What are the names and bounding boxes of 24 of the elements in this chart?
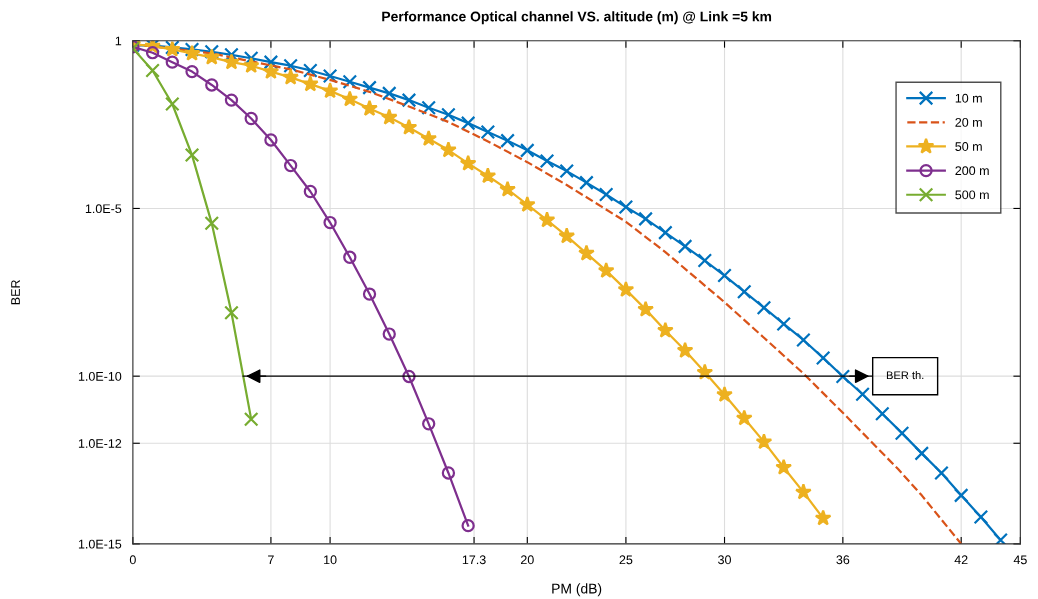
y-tick-label: 1	[115, 36, 122, 46]
y-tick-label: 1.0E-10	[78, 371, 122, 381]
x-tick-label: 45	[1013, 555, 1027, 565]
legend-label: 500 m	[955, 190, 989, 200]
x-tick-label: 30	[718, 555, 731, 565]
x-tick-label: 17.3	[462, 555, 486, 565]
legend-label: 50 m	[955, 142, 982, 151]
x-tick-label: 10	[324, 555, 337, 565]
x-tick-label: 36	[836, 555, 850, 565]
x-axis-title: PM (dB)	[552, 583, 602, 597]
x-tick-label: 20	[520, 555, 534, 565]
y-tick-label: 1.0E-15	[78, 539, 122, 549]
x-tick-label: 0	[129, 555, 136, 565]
x-tick-label: 25	[619, 555, 633, 565]
y-tick-label: 1.0E-5	[85, 204, 122, 214]
legend-label: 10 m	[955, 93, 982, 103]
y-tick-label: 1.0E-12	[78, 439, 122, 448]
y-axis-title: BER	[11, 280, 20, 305]
x-tick-label: 7	[268, 555, 274, 565]
legend-label: 200 m	[955, 166, 989, 176]
chart-title: Performance Optical channel VS. altitude (m) @ Link =5 km	[382, 11, 772, 25]
x-tick-label: 42	[954, 555, 968, 565]
legend-label: 20 m	[955, 117, 982, 127]
ref-line-label: BER th.	[886, 370, 924, 380]
